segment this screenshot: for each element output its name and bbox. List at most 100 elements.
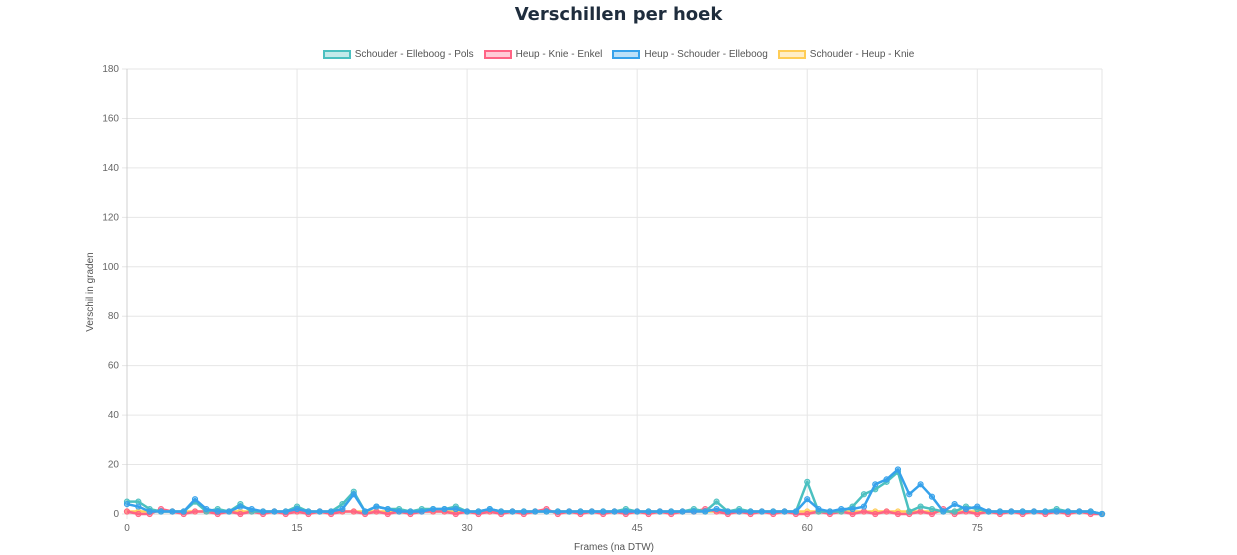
data-point[interactable] <box>1098 510 1106 518</box>
legend-item-3[interactable]: Schouder - Heup - Knie <box>777 49 914 60</box>
data-point[interactable] <box>679 508 686 515</box>
data-point[interactable] <box>770 508 777 515</box>
data-point[interactable] <box>985 508 992 515</box>
data-point[interactable] <box>452 510 459 518</box>
data-point[interactable] <box>1053 508 1060 515</box>
data-point[interactable] <box>577 508 584 515</box>
data-point[interactable] <box>191 496 199 503</box>
data-point[interactable] <box>135 503 142 510</box>
data-point[interactable] <box>373 508 380 515</box>
data-point[interactable] <box>940 508 947 515</box>
data-point[interactable] <box>996 508 1004 515</box>
data-point[interactable] <box>928 493 936 500</box>
data-point[interactable] <box>361 508 369 515</box>
data-point[interactable] <box>407 508 414 515</box>
data-point[interactable] <box>1076 508 1083 515</box>
data-point[interactable] <box>339 505 346 513</box>
data-point[interactable] <box>962 505 970 513</box>
data-point[interactable] <box>430 505 437 513</box>
data-point[interactable] <box>1064 508 1072 515</box>
data-point[interactable] <box>860 503 868 510</box>
data-point[interactable] <box>135 498 142 505</box>
data-point[interactable] <box>157 508 165 515</box>
data-point[interactable] <box>860 491 868 498</box>
data-point[interactable] <box>475 508 482 515</box>
data-point[interactable] <box>928 505 936 513</box>
data-point[interactable] <box>1030 508 1038 515</box>
data-point[interactable] <box>690 508 697 515</box>
data-point[interactable] <box>350 508 357 515</box>
data-point[interactable] <box>804 478 811 485</box>
data-point[interactable] <box>566 508 573 515</box>
data-point[interactable] <box>327 508 335 515</box>
data-point[interactable] <box>928 510 936 518</box>
data-point[interactable] <box>203 505 210 513</box>
data-point[interactable] <box>1008 508 1015 515</box>
data-point[interactable] <box>271 508 278 515</box>
data-point[interactable] <box>883 476 890 483</box>
legend-item-0[interactable]: Schouder - Elleboog - Pols <box>322 49 474 60</box>
data-point[interactable] <box>282 508 289 515</box>
data-point[interactable] <box>860 508 868 515</box>
data-point[interactable] <box>702 508 709 515</box>
data-point[interactable] <box>520 508 527 515</box>
data-point[interactable] <box>498 508 505 515</box>
data-point[interactable] <box>634 508 641 515</box>
data-point[interactable] <box>917 508 924 515</box>
data-point[interactable] <box>384 510 391 518</box>
data-point[interactable] <box>588 508 595 515</box>
data-point[interactable] <box>656 508 663 515</box>
data-point[interactable] <box>724 508 731 515</box>
data-point[interactable] <box>713 498 720 505</box>
data-point[interactable] <box>1019 508 1026 515</box>
data-point[interactable] <box>645 508 652 515</box>
data-point[interactable] <box>838 505 845 513</box>
data-point[interactable] <box>123 508 131 515</box>
data-point[interactable] <box>441 505 448 513</box>
data-point[interactable] <box>225 508 233 515</box>
data-point[interactable] <box>316 508 323 515</box>
data-point[interactable] <box>259 508 267 515</box>
data-point[interactable] <box>350 491 357 498</box>
data-point[interactable] <box>804 510 811 518</box>
data-point[interactable] <box>214 508 221 515</box>
data-point[interactable] <box>146 508 153 515</box>
data-point[interactable] <box>191 508 199 515</box>
data-point[interactable] <box>815 505 822 513</box>
data-point[interactable] <box>180 508 187 515</box>
data-point[interactable] <box>1042 508 1049 515</box>
data-point[interactable] <box>792 508 799 515</box>
data-point[interactable] <box>917 481 924 488</box>
data-point[interactable] <box>758 508 765 515</box>
data-point[interactable] <box>883 508 890 515</box>
data-point[interactable] <box>894 466 902 473</box>
data-point[interactable] <box>1087 508 1094 515</box>
data-point[interactable] <box>849 505 856 513</box>
data-point[interactable] <box>611 508 618 515</box>
data-point[interactable] <box>713 505 720 513</box>
data-point[interactable] <box>849 510 856 518</box>
data-point[interactable] <box>237 510 244 518</box>
data-point[interactable] <box>418 508 425 515</box>
data-point[interactable] <box>951 508 958 515</box>
data-point[interactable] <box>804 496 811 503</box>
data-point[interactable] <box>872 481 879 488</box>
data-point[interactable] <box>917 503 924 510</box>
data-point[interactable] <box>452 505 459 513</box>
data-point[interactable] <box>123 501 131 508</box>
data-point[interactable] <box>554 508 561 515</box>
data-point[interactable] <box>169 508 176 515</box>
data-point[interactable] <box>872 510 879 518</box>
data-point[interactable] <box>600 508 607 515</box>
data-point[interactable] <box>135 510 142 518</box>
data-point[interactable] <box>305 508 312 515</box>
data-point[interactable] <box>384 505 391 513</box>
data-point[interactable] <box>906 491 913 498</box>
data-point[interactable] <box>622 508 629 515</box>
data-point[interactable] <box>293 505 301 513</box>
data-point[interactable] <box>464 508 471 515</box>
data-point[interactable] <box>826 508 834 515</box>
data-point[interactable] <box>395 508 403 515</box>
legend-item-1[interactable]: Heup - Knie - Enkel <box>483 49 602 60</box>
data-point[interactable] <box>237 503 244 510</box>
